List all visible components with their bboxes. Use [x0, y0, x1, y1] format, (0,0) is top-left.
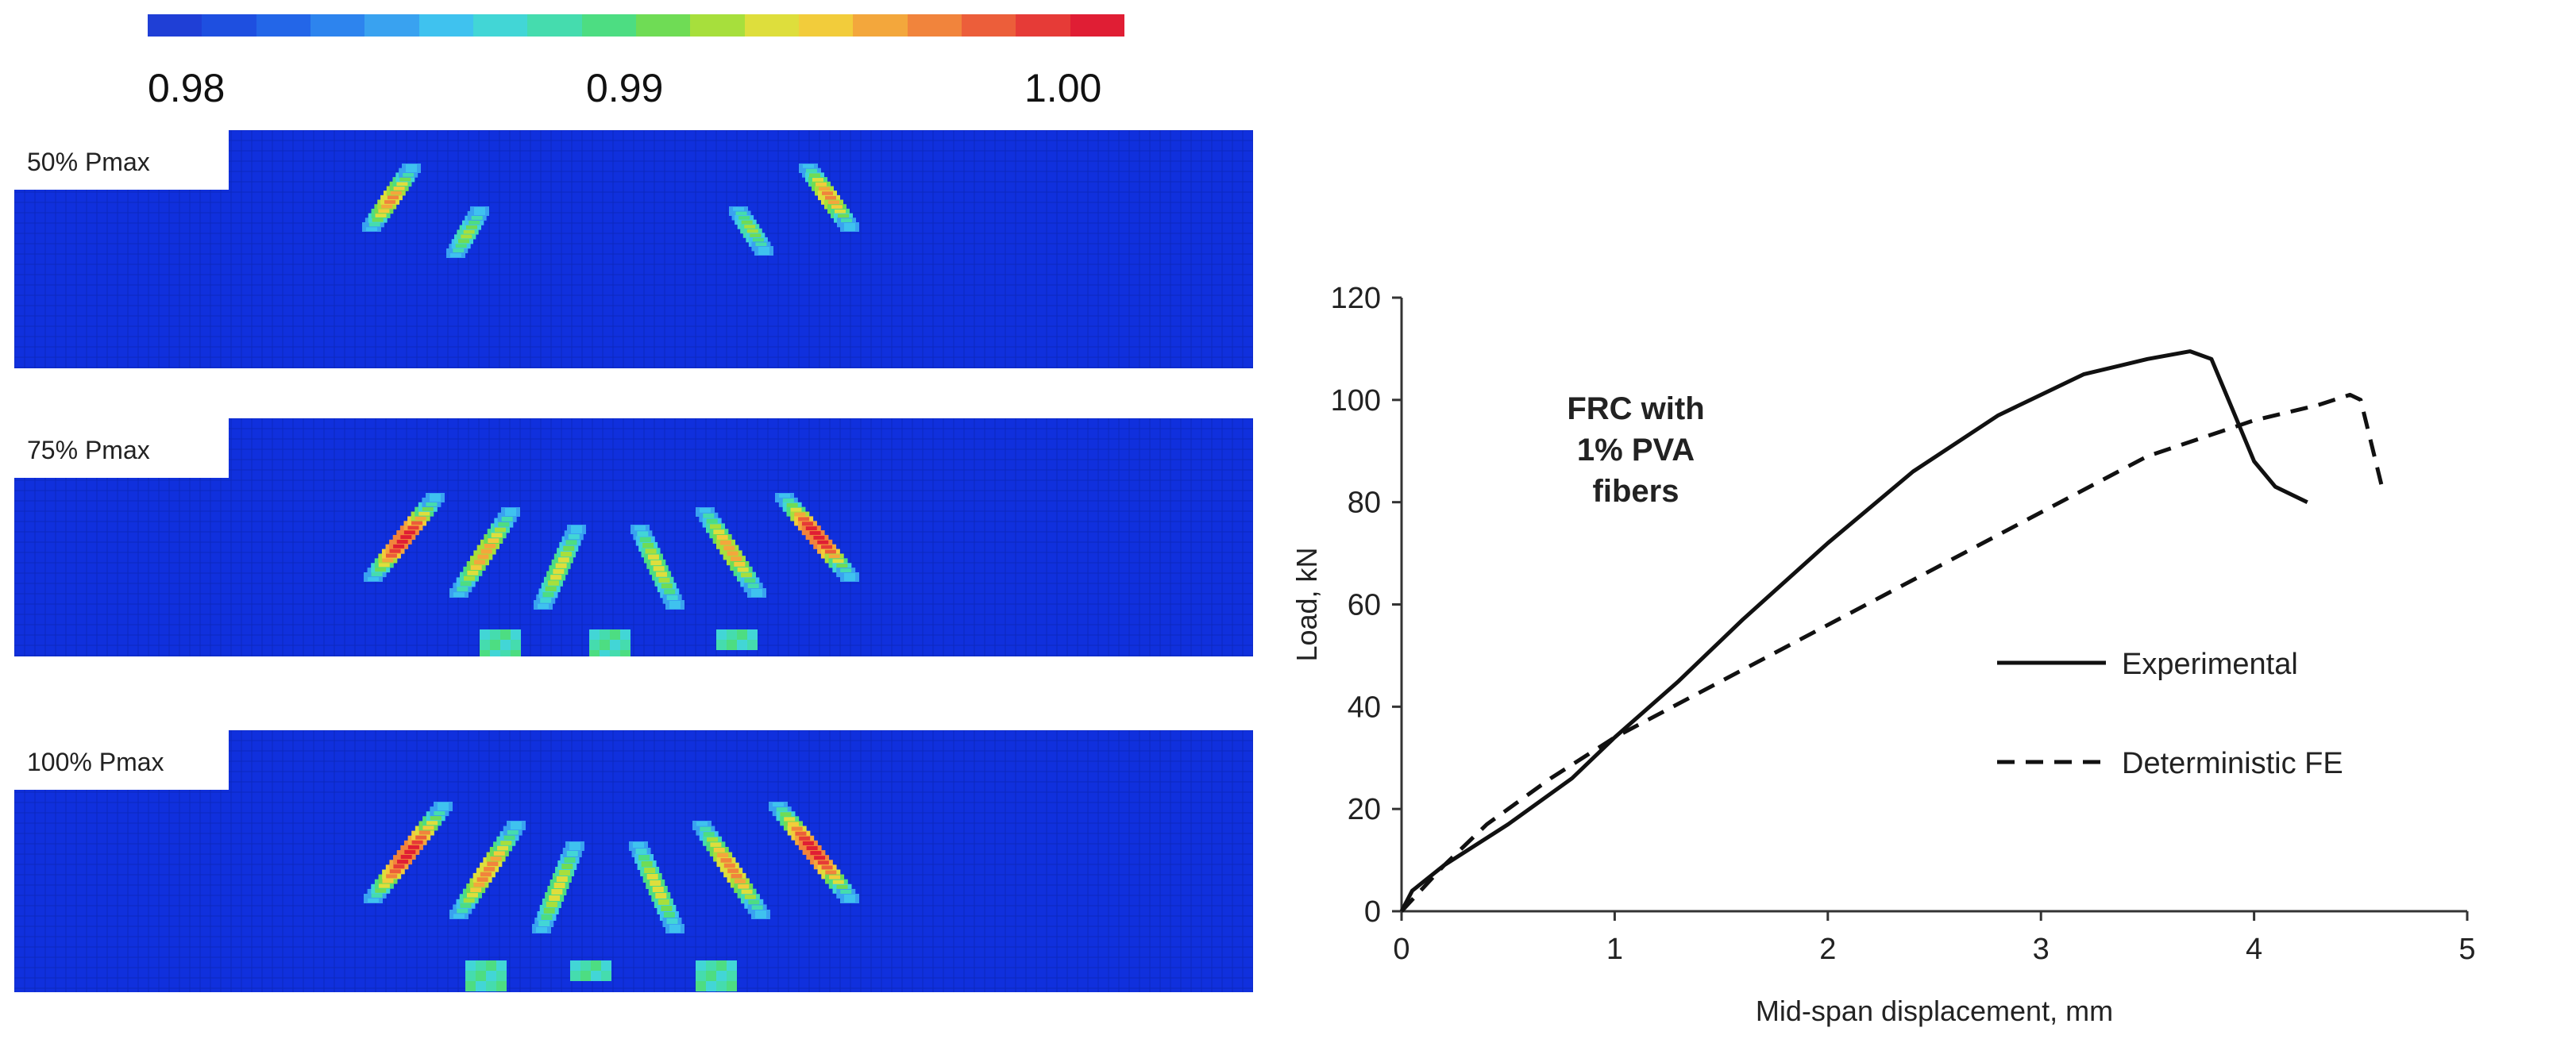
- y-tick-label: 120: [1331, 282, 1381, 315]
- y-tick-label: 80: [1348, 487, 1381, 520]
- load-displacement-chart: 0 1 2 3 4 5 0 20 40 60 80 100 120 Mid-span displaceme…: [1263, 0, 2576, 1043]
- colorbar-segment: [581, 14, 636, 37]
- colorbar-segment: [907, 14, 962, 37]
- damage-band: [692, 821, 770, 919]
- x-tick-label: 3: [2033, 933, 2050, 966]
- damage-band: [769, 802, 859, 903]
- contour-label-100: 100% Pmax: [14, 730, 229, 790]
- colorbar-segment: [310, 14, 365, 37]
- contour-50-pmax: 50% Pmax: [14, 130, 1253, 368]
- colorbar-segment: [635, 14, 691, 37]
- x-axis-label: Mid-span displacement, mm: [1756, 995, 2113, 1027]
- damage-band: [799, 164, 859, 232]
- x-tick-label: 2: [1819, 933, 1836, 966]
- contour-label-50: 50% Pmax: [14, 130, 229, 190]
- series-line-deterministic-fe: [1400, 392, 2385, 913]
- x-tick-label: 1: [1606, 933, 1623, 966]
- contour-75-pmax: 75% Pmax: [14, 418, 1253, 656]
- damage-band: [696, 507, 766, 598]
- annotation-line: fibers: [1593, 474, 1679, 509]
- damage-cluster: [465, 960, 507, 991]
- colorbar-segment: [1070, 14, 1124, 37]
- damage-band: [729, 206, 773, 256]
- contour-figure: 0.98 0.99 1.00 50% Pmax 75% Pmax 100% Pm…: [0, 0, 1255, 1043]
- colorbar: [148, 14, 1124, 37]
- damage-band: [362, 164, 421, 232]
- damage-band: [775, 493, 859, 582]
- colorbar-segment: [148, 14, 202, 37]
- colorbar-tick-min: 0.98: [148, 66, 226, 110]
- damage-band: [629, 841, 684, 933]
- colorbar-segment: [961, 14, 1016, 37]
- y-tick-label: 100: [1331, 384, 1381, 418]
- damage-band: [532, 841, 584, 933]
- y-tick-label: 0: [1364, 895, 1381, 929]
- colorbar-segment: [202, 14, 256, 37]
- annotation-line: FRC with: [1567, 391, 1704, 426]
- colorbar-segment: [853, 14, 908, 37]
- damage-band: [631, 525, 684, 610]
- contour-100-pmax: 100% Pmax: [14, 730, 1253, 992]
- damage-band: [534, 525, 586, 610]
- colorbar-tick-max: 1.00: [1024, 66, 1102, 110]
- colorbar-segment: [418, 14, 473, 37]
- y-tick-label: 60: [1348, 589, 1381, 622]
- damage-band: [364, 493, 445, 582]
- colorbar-segment: [690, 14, 745, 37]
- colorbar-segment: [256, 14, 310, 37]
- colorbar-tick-mid: 0.99: [586, 66, 664, 110]
- y-axis-label: Load, kN: [1290, 547, 1323, 661]
- chart-svg: 0 1 2 3 4 5 0 20 40 60 80 100 120 Mid-span displaceme…: [1290, 282, 2476, 1027]
- colorbar-segment: [527, 14, 582, 37]
- x-tick-label: 4: [2246, 933, 2262, 966]
- colorbar-segment: [798, 14, 854, 37]
- damage-cluster: [696, 960, 737, 991]
- x-tick-label: 0: [1393, 933, 1409, 966]
- legend-label: Deterministic FE: [2122, 747, 2343, 780]
- damage-band: [364, 802, 453, 903]
- damage-cluster: [480, 629, 521, 656]
- colorbar-segment: [472, 14, 528, 37]
- x-tick-label: 5: [2458, 933, 2475, 966]
- damage-cluster: [570, 960, 611, 981]
- damage-cluster: [589, 629, 631, 656]
- legend-label: Experimental: [2122, 648, 2298, 681]
- series-line-experimental: [1399, 349, 2308, 913]
- colorbar-segment: [744, 14, 799, 37]
- damage-band: [449, 821, 526, 919]
- damage-band: [449, 507, 520, 598]
- y-tick-label: 40: [1348, 691, 1381, 724]
- colorbar-segment: [1016, 14, 1070, 37]
- damage-cluster: [716, 629, 758, 650]
- colorbar-segment: [364, 14, 419, 37]
- damage-band: [446, 206, 489, 258]
- contour-label-75: 75% Pmax: [14, 418, 229, 478]
- y-tick-label: 20: [1348, 793, 1381, 826]
- annotation-line: 1% PVA: [1577, 433, 1695, 468]
